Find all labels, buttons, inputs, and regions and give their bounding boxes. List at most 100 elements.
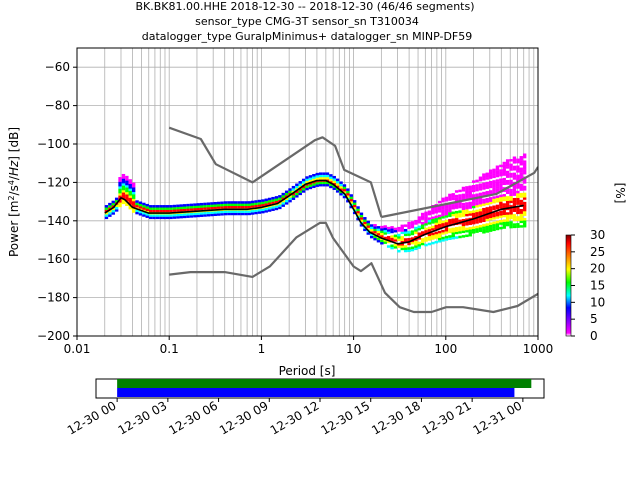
heatmap-cell (509, 198, 513, 201)
heatmap-cell (431, 237, 435, 240)
heatmap-cell (257, 202, 262, 205)
heatmap-cell (135, 202, 139, 206)
heatmap-cell (444, 235, 449, 239)
y-tick-label: −200 (37, 329, 70, 343)
heatmap-cell (186, 203, 190, 207)
heatmap-cell (169, 216, 173, 220)
heatmap-cell (522, 192, 527, 196)
heatmap-cell (172, 214, 177, 217)
heatmap-cell (233, 201, 238, 204)
heatmap-cell (451, 218, 455, 221)
heatmap-cell (424, 239, 428, 242)
heatmap-cell (359, 214, 364, 218)
heatmap-cell (400, 226, 404, 230)
heatmap-cell (499, 196, 503, 200)
heatmap-cell (291, 195, 296, 198)
heatmap-cell (308, 179, 313, 183)
heatmap-cell (461, 207, 466, 210)
heatmap-cell (522, 153, 527, 157)
heatmap-cell (342, 184, 347, 187)
heatmap-cell (488, 169, 493, 172)
heatmap-cell (505, 170, 510, 174)
heatmap-cell (121, 199, 126, 202)
heatmap-cell (516, 202, 520, 205)
heatmap-cell (172, 207, 177, 210)
heatmap-cell (502, 166, 506, 169)
heatmap-cell (135, 200, 139, 203)
heatmap-cell (196, 207, 200, 211)
heatmap-cell (522, 188, 527, 191)
heatmap-cell (349, 194, 353, 197)
heatmap-cell (295, 195, 299, 198)
timeline-tick-label: 12-30 21 (420, 398, 474, 437)
heatmap-cell (516, 165, 520, 168)
heatmap-cell (431, 232, 435, 236)
heatmap-cell (509, 195, 513, 199)
heatmap-cell (400, 229, 404, 232)
heatmap-cell (403, 224, 408, 227)
heatmap-cell (441, 206, 445, 210)
heatmap-cell (451, 220, 455, 224)
heatmap-cell (111, 205, 115, 208)
heatmap-cell (478, 201, 483, 205)
heatmap-cell (441, 197, 445, 201)
heatmap-cell (125, 203, 129, 206)
heatmap-cell (516, 206, 520, 210)
heatmap-cell (186, 206, 190, 209)
heatmap-cell (213, 201, 217, 205)
y-tick-label: −120 (37, 175, 70, 189)
heatmap-cell (373, 235, 377, 239)
heatmap-cell (437, 219, 442, 222)
heatmap-cell (478, 220, 483, 223)
heatmap-cell (495, 188, 500, 192)
heatmap-cell (325, 174, 330, 178)
heatmap-cell (516, 167, 520, 171)
heatmap-cell (522, 211, 527, 214)
heatmap-cell (420, 212, 425, 216)
heatmap-cell (448, 209, 452, 213)
heatmap-cell (312, 183, 316, 186)
heatmap-cell (322, 181, 326, 185)
heatmap-cell (339, 186, 343, 189)
heatmap-cell (444, 212, 449, 216)
heatmap-cell (403, 249, 408, 253)
heatmap-cell (298, 188, 302, 191)
heatmap-cell (509, 223, 513, 227)
heatmap-cell (250, 209, 255, 213)
heatmap-cell (135, 209, 139, 213)
heatmap-cell (366, 225, 370, 228)
heatmap-cell (189, 208, 194, 211)
heatmap-cell (145, 206, 149, 209)
heatmap-cell (458, 196, 462, 200)
heatmap-cell (329, 183, 333, 186)
heatmap-cell (502, 214, 506, 218)
heatmap-cell (403, 229, 408, 232)
heatmap-cell (213, 206, 217, 210)
heatmap-cell (505, 200, 510, 204)
heatmap-cell (291, 192, 296, 196)
heatmap-cell (424, 220, 428, 224)
heatmap-cell (431, 207, 435, 210)
heatmap-cell (281, 192, 285, 196)
heatmap-cell (206, 204, 211, 208)
heatmap-cell (308, 184, 313, 187)
heatmap-cell (475, 221, 479, 224)
heatmap-cell (203, 204, 207, 208)
heatmap-cell (165, 209, 170, 213)
heatmap-cell (397, 249, 401, 253)
heatmap-cell (441, 216, 445, 219)
heatmap-cell (512, 209, 517, 212)
heatmap-cell (431, 209, 435, 213)
heatmap-cell (475, 205, 479, 208)
heatmap-cell (240, 205, 245, 209)
colorbar-tick-label: 25 (590, 245, 605, 259)
heatmap-cell (468, 229, 472, 232)
heatmap-cell (522, 167, 527, 170)
heatmap-cell (339, 183, 343, 187)
heatmap-cell (393, 243, 398, 247)
heatmap-cell (509, 168, 513, 171)
heatmap-cell (488, 201, 493, 205)
heatmap-cell (267, 197, 272, 201)
heatmap-cell (250, 205, 255, 208)
heatmap-cell (444, 196, 449, 200)
